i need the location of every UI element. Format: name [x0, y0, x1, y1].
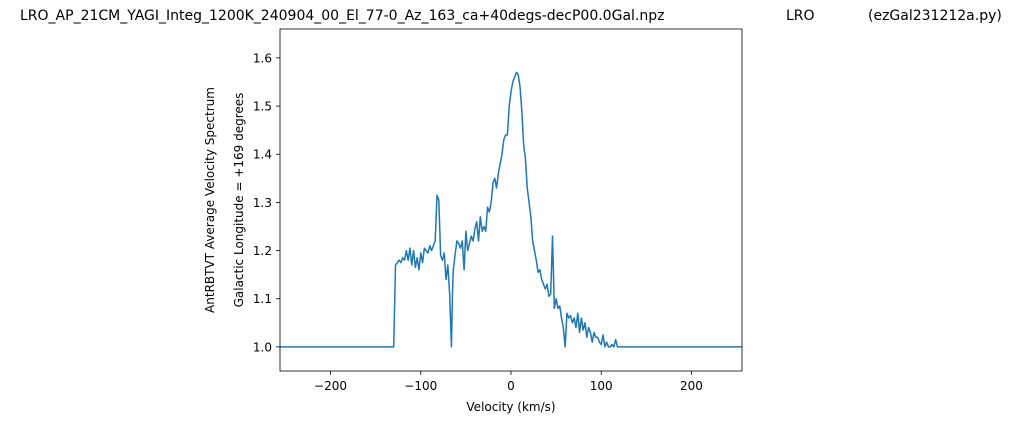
y-tick-label: 1.3: [253, 196, 272, 210]
y-axis-label-line2: Galactic Longitude = +169 degrees: [232, 93, 246, 308]
y-axis-label-line1: AntRBTVT Average Velocity Spectrum: [203, 87, 217, 313]
y-tick-label: 1.4: [253, 148, 272, 162]
chart-title-main: LRO_AP_21CM_YAGI_Integ_1200K_240904_00_E…: [20, 8, 664, 24]
series-line-0: [280, 71, 742, 348]
plot-frame: [279, 28, 743, 372]
x-tick-label: 100: [590, 379, 613, 393]
y-axis: 1.0 1.1 1.2 1.3 1.4 1.5 1.6: [253, 51, 280, 354]
y-tick-label: 1.5: [253, 100, 272, 114]
y-tick-label: 1.2: [253, 244, 272, 258]
y-tick-label: 1.1: [253, 292, 272, 306]
x-tick-label: 0: [507, 379, 515, 393]
x-axis: −200 −100 0 100 200: [314, 371, 703, 393]
chart-title-right: (ezGal231212a.py): [868, 8, 1002, 24]
chart-title-mid: LRO: [786, 8, 815, 24]
y-tick-label: 1.6: [253, 51, 272, 65]
x-axis-label: Velocity (km/s): [466, 400, 555, 414]
x-tick-label: −100: [404, 379, 437, 393]
x-tick-label: −200: [314, 379, 347, 393]
x-tick-label: 200: [680, 379, 703, 393]
y-tick-label: 1.0: [253, 340, 272, 354]
plot-area: [279, 28, 743, 372]
